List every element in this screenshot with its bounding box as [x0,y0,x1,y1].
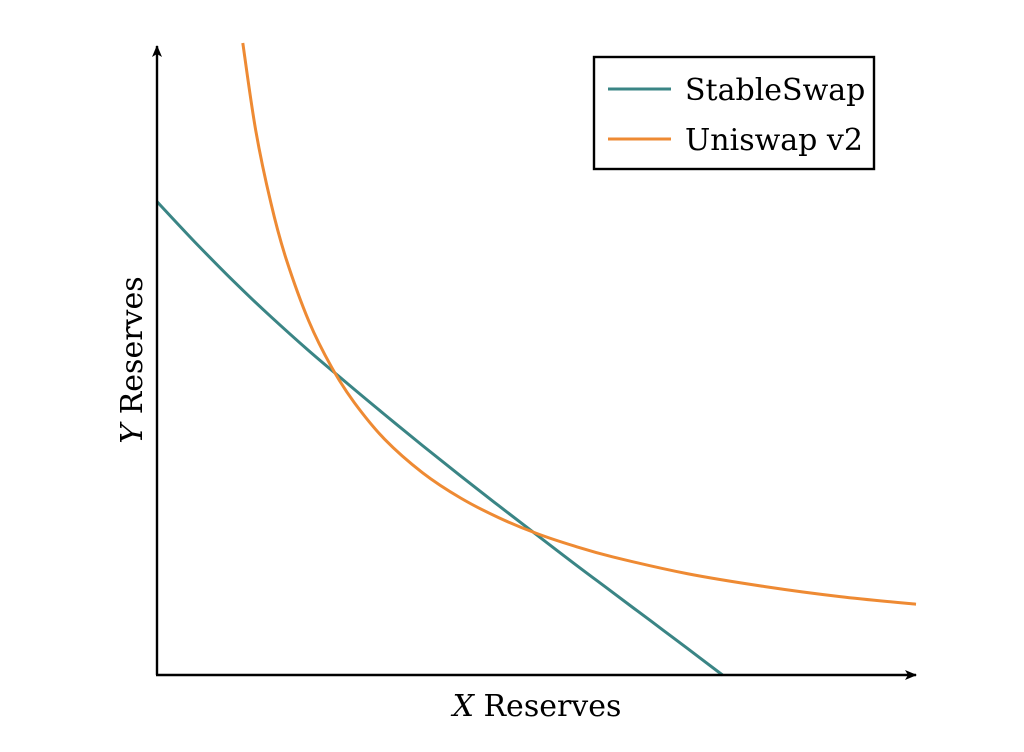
legend-label-uniswap-v2: Uniswap v2 [685,123,863,158]
x-axis-variable: X [451,689,476,724]
legend-box [592,55,876,171]
legend: StableSwap Uniswap v2 [592,55,876,171]
y-axis-label: Y Reserves [115,276,150,443]
series-line-uniswap-v2 [241,42,917,606]
x-axis-label-text: Reserves [474,689,621,724]
x-axis-label: X Reserves [451,689,622,724]
y-axis-variable: Y [115,421,150,444]
legend-label-stableswap: StableSwap [685,73,865,108]
y-axis-label-text: Reserves [115,276,150,423]
plot-area [155,42,917,677]
series-line-stableswap [155,200,724,677]
